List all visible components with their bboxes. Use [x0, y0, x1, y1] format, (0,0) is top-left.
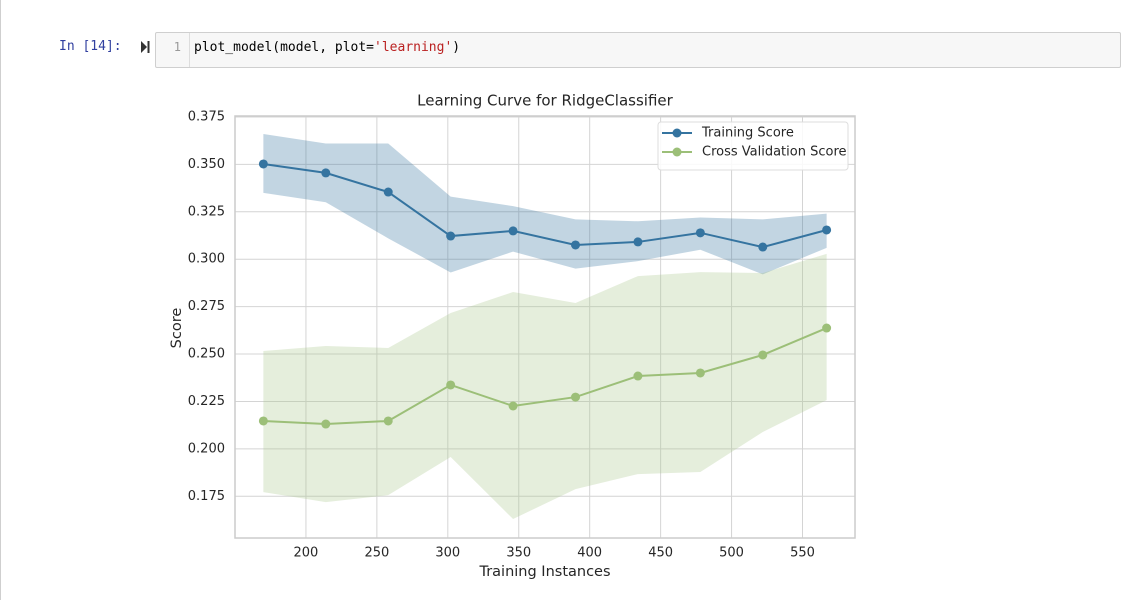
- x-tick-label: 300: [435, 546, 460, 561]
- y-tick-label: 0.200: [188, 441, 225, 456]
- left-border: [0, 0, 1, 600]
- x-tick-label: 350: [506, 546, 531, 561]
- y-tick-label: 0.175: [188, 489, 225, 504]
- y-tick-label: 0.350: [188, 157, 225, 172]
- x-axis-label: Training Instances: [478, 564, 610, 580]
- line-number: 1: [173, 40, 181, 54]
- x-tick-label: 400: [577, 546, 602, 561]
- y-tick-label: 0.275: [188, 299, 225, 314]
- chart-title: Learning Curve for RidgeClassifier: [417, 92, 673, 110]
- x-tick-label: 500: [719, 546, 744, 561]
- score-band: [263, 253, 827, 520]
- x-tick-label: 550: [790, 546, 815, 561]
- score-line: [263, 162, 827, 249]
- code-token: ): [452, 40, 461, 55]
- legend-marker: [672, 128, 682, 138]
- score-marker: [695, 228, 705, 238]
- score-marker: [571, 240, 581, 250]
- score-marker: [822, 323, 832, 333]
- x-tick-label: 250: [364, 546, 389, 561]
- y-tick-label: 0.325: [188, 204, 225, 219]
- score-marker: [383, 187, 393, 197]
- score-band: [263, 134, 827, 275]
- score-marker: [446, 231, 456, 241]
- y-tick-label: 0.375: [188, 109, 225, 124]
- score-line: [263, 327, 828, 426]
- score-marker: [258, 159, 268, 169]
- cell-prompt: In [14]:: [59, 39, 122, 54]
- legend-label: Training Score: [701, 126, 794, 141]
- score-marker: [508, 226, 518, 236]
- legend-box: [657, 121, 849, 171]
- cut-off-text: actual class: [450, 0, 526, 4]
- score-marker: [633, 237, 643, 247]
- code-token: plot_model(model, plot=: [194, 40, 375, 55]
- x-tick-label: 450: [648, 546, 673, 561]
- score-marker: [508, 401, 518, 411]
- legend-marker: [672, 147, 682, 157]
- score-marker: [383, 416, 393, 426]
- y-tick-label: 0.300: [188, 252, 225, 267]
- score-marker: [633, 371, 643, 381]
- score-marker: [321, 419, 331, 429]
- code-string: 'learning': [374, 40, 453, 55]
- y-tick-label: 0.250: [188, 347, 225, 362]
- code-cell[interactable]: 1 plot_model(model, plot='learning'): [155, 32, 1121, 68]
- score-marker: [446, 380, 456, 390]
- score-marker: [695, 368, 705, 378]
- score-marker: [758, 350, 768, 360]
- plot-frame: [234, 115, 856, 539]
- y-axis-label: Score: [169, 308, 185, 349]
- run-button[interactable]: [139, 40, 151, 54]
- score-marker: [321, 168, 331, 178]
- code: plot_model(model, plot='learning'): [194, 40, 460, 55]
- score-marker: [258, 416, 268, 426]
- score-marker: [822, 225, 832, 235]
- y-tick-label: 0.225: [188, 394, 225, 409]
- score-marker: [571, 392, 581, 402]
- gutter: 1: [156, 33, 190, 67]
- legend-label: Cross Validation Score: [702, 145, 847, 160]
- score-marker: [758, 242, 768, 252]
- x-tick-label: 200: [294, 546, 319, 561]
